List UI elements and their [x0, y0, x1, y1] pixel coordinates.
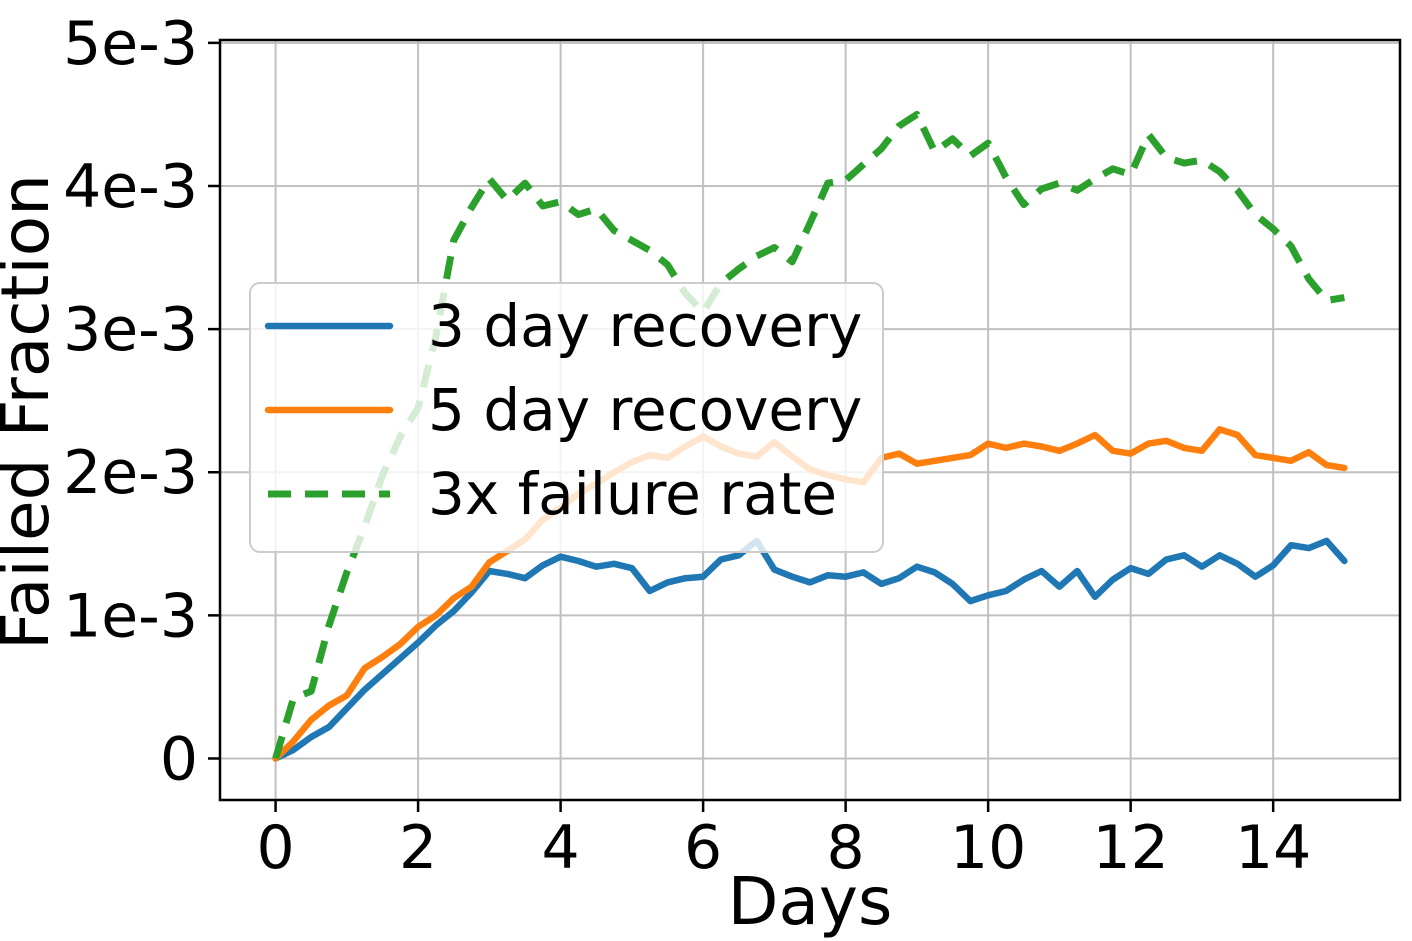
legend-box [249, 282, 884, 553]
x-tick-label: 10 [950, 813, 1026, 883]
y-tick-label: 3e-3 [63, 295, 198, 365]
x-tick-label: 14 [1235, 813, 1311, 883]
y-tick-label: 2e-3 [63, 438, 198, 508]
legend-label: 5 day recovery [428, 376, 862, 444]
plot-border [218, 38, 1402, 802]
x-tick-label: 12 [1092, 813, 1168, 883]
x-axis-label: Days [728, 863, 893, 940]
y-tick-label: 4e-3 [63, 152, 198, 222]
x-tick-label: 8 [827, 813, 865, 883]
tick-labels: 0 2 4 6 8 10 12 14 0 1e-3 2e-3 3e-3 4e-3 5e-3 [63, 9, 1311, 883]
series-line-3x-failure-rate [272, 110, 1345, 760]
legend-label: 3 day recovery [428, 292, 862, 360]
x-tick-label: 4 [542, 813, 580, 883]
x-tick-label: 6 [684, 813, 722, 883]
x-tick-label: 2 [399, 813, 437, 883]
axes-frame [218, 38, 1402, 802]
legend: 3 day recovery 5 day recovery 3x failure r… [249, 282, 884, 553]
y-tick-label: 5e-3 [63, 9, 198, 79]
tick-marks [208, 41, 1275, 812]
y-axis-label: Failed Fraction [0, 174, 64, 650]
legend-label: 3x failure rate [428, 460, 837, 528]
series-line-3-day-recovery [272, 537, 1348, 762]
x-tick-label: 0 [256, 813, 294, 883]
y-tick-label: 0 [160, 724, 198, 794]
y-tick-label: 1e-3 [63, 581, 198, 651]
